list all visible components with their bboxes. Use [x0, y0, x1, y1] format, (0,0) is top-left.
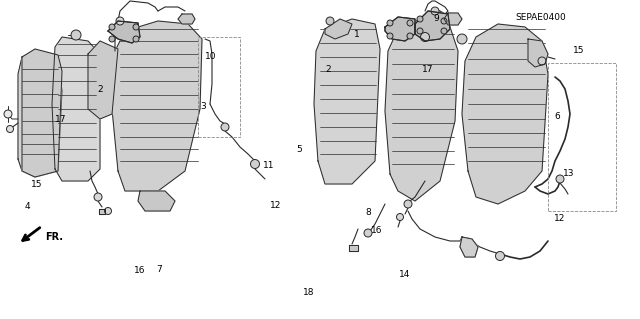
Text: 13: 13	[563, 169, 574, 178]
Polygon shape	[349, 245, 358, 251]
Polygon shape	[178, 14, 195, 24]
Text: 15: 15	[573, 46, 585, 55]
Polygon shape	[462, 24, 548, 204]
Polygon shape	[138, 191, 175, 211]
Circle shape	[420, 33, 429, 41]
Circle shape	[326, 17, 334, 25]
Circle shape	[407, 20, 413, 26]
Polygon shape	[385, 17, 415, 41]
Text: 16: 16	[134, 266, 145, 275]
Circle shape	[109, 36, 115, 42]
Text: 2: 2	[98, 85, 103, 94]
Polygon shape	[52, 37, 100, 181]
Text: 2: 2	[325, 65, 330, 74]
Text: 8: 8	[365, 208, 371, 217]
Text: 5: 5	[297, 145, 302, 154]
Text: FR.: FR.	[45, 232, 63, 242]
Circle shape	[495, 251, 504, 261]
Circle shape	[441, 18, 447, 24]
Polygon shape	[22, 49, 62, 177]
Circle shape	[71, 30, 81, 40]
Circle shape	[538, 57, 546, 65]
Polygon shape	[528, 39, 548, 67]
Text: 1: 1	[355, 30, 360, 39]
Circle shape	[133, 36, 139, 42]
Text: 10: 10	[205, 52, 217, 61]
Text: 9: 9	[434, 14, 439, 23]
Text: 17: 17	[422, 65, 433, 74]
Circle shape	[387, 33, 393, 39]
Circle shape	[364, 229, 372, 237]
Text: 14: 14	[399, 271, 410, 279]
Bar	[198, 37, 240, 137]
Circle shape	[441, 28, 447, 34]
Circle shape	[6, 125, 13, 132]
Circle shape	[94, 193, 102, 201]
Polygon shape	[112, 21, 202, 191]
Circle shape	[407, 33, 413, 39]
Polygon shape	[444, 13, 462, 25]
Text: 18: 18	[303, 288, 314, 297]
Polygon shape	[314, 19, 380, 184]
Text: 17: 17	[55, 115, 67, 124]
Circle shape	[431, 7, 439, 15]
Polygon shape	[415, 11, 450, 41]
Circle shape	[387, 20, 393, 26]
Polygon shape	[88, 41, 118, 119]
Circle shape	[221, 123, 229, 131]
Circle shape	[133, 24, 139, 30]
Circle shape	[4, 110, 12, 118]
Polygon shape	[18, 51, 62, 177]
Polygon shape	[460, 237, 478, 257]
Bar	[548, 63, 616, 211]
Circle shape	[109, 24, 115, 30]
Text: 3: 3	[201, 102, 206, 111]
Text: 7: 7	[156, 265, 161, 274]
Circle shape	[457, 34, 467, 44]
Text: 6: 6	[554, 112, 559, 121]
Circle shape	[417, 28, 423, 34]
Circle shape	[556, 175, 564, 183]
Circle shape	[104, 207, 111, 214]
Text: 15: 15	[31, 180, 43, 189]
Circle shape	[250, 160, 259, 168]
Polygon shape	[325, 19, 352, 39]
Polygon shape	[99, 209, 105, 214]
Circle shape	[116, 17, 124, 25]
Text: 12: 12	[554, 214, 566, 223]
Polygon shape	[385, 17, 458, 201]
Text: SEPAE0400: SEPAE0400	[515, 13, 566, 22]
Circle shape	[404, 200, 412, 208]
Circle shape	[417, 16, 423, 22]
Text: 11: 11	[263, 161, 275, 170]
Circle shape	[397, 213, 403, 220]
Text: 4: 4	[24, 202, 29, 211]
Text: 16: 16	[371, 226, 382, 235]
Text: 12: 12	[269, 201, 281, 210]
Polygon shape	[108, 21, 140, 43]
